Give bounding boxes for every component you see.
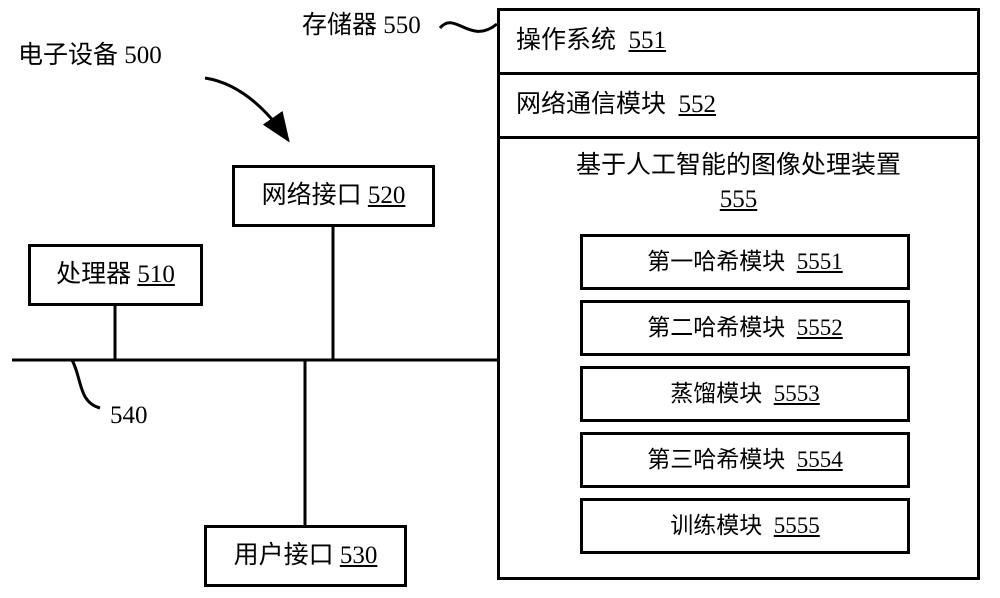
processor-box: 处理器 510 xyxy=(28,244,203,306)
diagram-canvas: 电子设备 500 存储器 550 处理器 510 网络接口 520 xyxy=(0,0,1000,598)
module-box: 蒸馏模块 5553 xyxy=(580,366,910,422)
processor-num: 510 xyxy=(137,261,175,288)
module-num: 5552 xyxy=(797,315,843,340)
module-text: 训练模块 xyxy=(670,513,762,538)
module-box: 第二哈希模块 5552 xyxy=(580,300,910,356)
device555-title: 基于人工智能的图像处理装置 xyxy=(576,152,901,179)
modules-container: 第一哈希模块 5551 第二哈希模块 5552 蒸馏模块 5553 第三哈希模块 55… xyxy=(580,234,910,564)
module-text: 第二哈希模块 xyxy=(647,315,785,340)
netmod-num: 552 xyxy=(679,89,717,122)
module-num: 5555 xyxy=(774,513,820,538)
processor-text: 处理器 xyxy=(56,261,131,288)
memory-label: 存储器 550 xyxy=(302,10,421,43)
netif-box: 网络接口 520 xyxy=(232,165,435,227)
netif-num: 520 xyxy=(368,182,406,209)
os-text: 操作系统 xyxy=(516,25,616,58)
module-text: 第一哈希模块 xyxy=(647,249,785,274)
userif-num: 530 xyxy=(340,542,378,569)
os-num: 551 xyxy=(629,25,667,58)
device-label: 电子设备 500 xyxy=(18,40,162,73)
userif-box: 用户接口 530 xyxy=(204,525,407,587)
module-num: 5551 xyxy=(797,249,843,274)
module-box: 训练模块 5555 xyxy=(580,498,910,554)
module-box: 第一哈希模块 5551 xyxy=(580,234,910,290)
module-text: 蒸馏模块 xyxy=(670,381,762,406)
storage-box: 操作系统 551 网络通信模块 552 基于人工智能的图像处理装置 555 第一… xyxy=(497,8,980,580)
netif-text: 网络接口 xyxy=(262,182,362,209)
os-row: 操作系统 551 xyxy=(500,11,977,75)
userif-text: 用户接口 xyxy=(234,542,334,569)
memory-text: 存储器 xyxy=(302,12,377,39)
module-num: 5554 xyxy=(797,447,843,472)
netmod-row: 网络通信模块 552 xyxy=(500,75,977,139)
device555-title-block: 基于人工智能的图像处理装置 555 xyxy=(516,149,961,217)
device555-num: 555 xyxy=(720,186,758,213)
memory-num: 550 xyxy=(383,12,421,39)
module-num: 5553 xyxy=(774,381,820,406)
bus-num: 540 xyxy=(110,402,148,429)
module-box: 第三哈希模块 5554 xyxy=(580,432,910,488)
device-num: 500 xyxy=(124,42,162,69)
device555-row: 基于人工智能的图像处理装置 555 第一哈希模块 5551 第二哈希模块 5552… xyxy=(500,139,977,577)
bus-num-label: 540 xyxy=(110,400,148,433)
device-text: 电子设备 xyxy=(18,42,118,69)
netmod-text: 网络通信模块 xyxy=(516,89,666,122)
module-text: 第三哈希模块 xyxy=(647,447,785,472)
